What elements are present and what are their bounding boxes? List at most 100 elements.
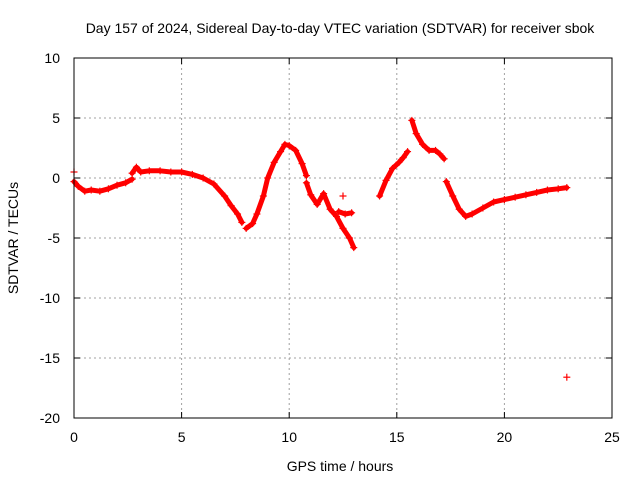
data-point — [455, 205, 463, 213]
x-tick-labels: 0 5 10 15 20 25 — [70, 429, 620, 445]
data-point — [285, 142, 293, 150]
y-tick-label: 0 — [52, 170, 60, 186]
data-point — [419, 140, 427, 148]
data-traces — [71, 117, 570, 251]
data-point — [326, 205, 334, 213]
data-point — [395, 158, 403, 166]
data-point — [264, 174, 272, 182]
data-trace-segment — [243, 141, 309, 231]
data-point — [333, 212, 341, 220]
x-axis-label: GPS time / hours — [287, 458, 394, 474]
data-point — [468, 210, 476, 218]
data-point — [87, 186, 95, 194]
y-tick-label: -10 — [40, 290, 60, 306]
data-point — [281, 140, 289, 148]
y-tick-labels: -20 -15 -10 -5 0 5 10 — [40, 50, 60, 426]
data-point — [113, 181, 121, 189]
outlier-points — [70, 116, 571, 381]
data-point — [388, 164, 396, 172]
x-tick-label: 5 — [178, 429, 186, 445]
data-point — [74, 182, 82, 190]
data-point — [128, 175, 136, 183]
data-point — [511, 193, 519, 201]
y-tick-label: -15 — [40, 350, 60, 366]
data-point — [242, 224, 250, 232]
data-point — [234, 210, 242, 218]
data-point — [339, 224, 347, 232]
data-point — [128, 169, 136, 177]
data-point — [320, 190, 328, 198]
data-point — [376, 192, 384, 200]
axis-ticks — [73, 57, 613, 419]
data-point — [543, 186, 551, 194]
data-trace-segment — [129, 164, 245, 225]
data-point — [313, 200, 321, 208]
data-point — [277, 148, 285, 156]
outlier-point — [339, 192, 347, 200]
y-tick-label: 5 — [52, 110, 60, 126]
data-point — [436, 150, 444, 158]
data-point — [432, 146, 440, 154]
data-point — [442, 178, 450, 186]
x-tick-label: 10 — [281, 429, 297, 445]
data-point — [307, 191, 315, 199]
data-point — [259, 192, 267, 200]
data-point — [145, 167, 153, 175]
data-point — [404, 148, 412, 156]
data-point — [199, 174, 207, 182]
y-tick-label: 10 — [44, 50, 60, 66]
data-point — [81, 187, 89, 195]
data-point — [156, 167, 164, 175]
chart-title: Day 157 of 2024, Sidereal Day-to-day VTE… — [86, 20, 596, 36]
data-trace-segment — [71, 176, 135, 194]
data-point — [341, 210, 349, 218]
outlier-point — [563, 373, 571, 381]
data-point — [412, 130, 420, 138]
data-point — [440, 155, 448, 163]
data-point — [522, 191, 530, 199]
data-point — [249, 220, 257, 228]
data-point — [122, 179, 130, 187]
data-point — [350, 244, 358, 252]
data-point — [137, 168, 145, 176]
data-point — [270, 158, 278, 166]
data-point — [554, 185, 562, 193]
x-tick-label: 0 — [70, 429, 78, 445]
data-point — [167, 168, 175, 176]
data-point — [382, 176, 390, 184]
data-point — [335, 208, 343, 216]
data-point — [302, 172, 310, 180]
data-point — [104, 185, 112, 193]
data-point — [221, 192, 229, 200]
data-point — [500, 196, 508, 204]
data-point — [227, 202, 235, 210]
data-point — [399, 154, 407, 162]
data-point — [563, 184, 571, 192]
data-point — [238, 218, 246, 226]
data-trace-segment — [377, 149, 411, 199]
data-point — [345, 234, 353, 242]
data-point — [490, 198, 498, 206]
data-point — [408, 116, 416, 124]
data-point — [533, 188, 541, 196]
data-point — [253, 210, 261, 218]
grid — [74, 58, 612, 418]
data-point — [348, 209, 356, 217]
data-point — [188, 170, 196, 178]
data-point — [132, 163, 140, 171]
data-point — [96, 187, 104, 195]
x-tick-label: 20 — [497, 429, 513, 445]
data-point — [462, 212, 470, 220]
data-point — [292, 146, 300, 154]
y-tick-label: -5 — [48, 230, 61, 246]
data-point — [425, 146, 433, 154]
data-point — [449, 192, 457, 200]
y-tick-label: -20 — [40, 410, 60, 426]
x-tick-label: 25 — [604, 429, 620, 445]
y-axis-label: SDTVAR / TECUs — [5, 182, 21, 294]
data-point — [178, 168, 186, 176]
data-point — [210, 180, 218, 188]
data-point — [298, 160, 306, 168]
x-tick-label: 15 — [389, 429, 405, 445]
